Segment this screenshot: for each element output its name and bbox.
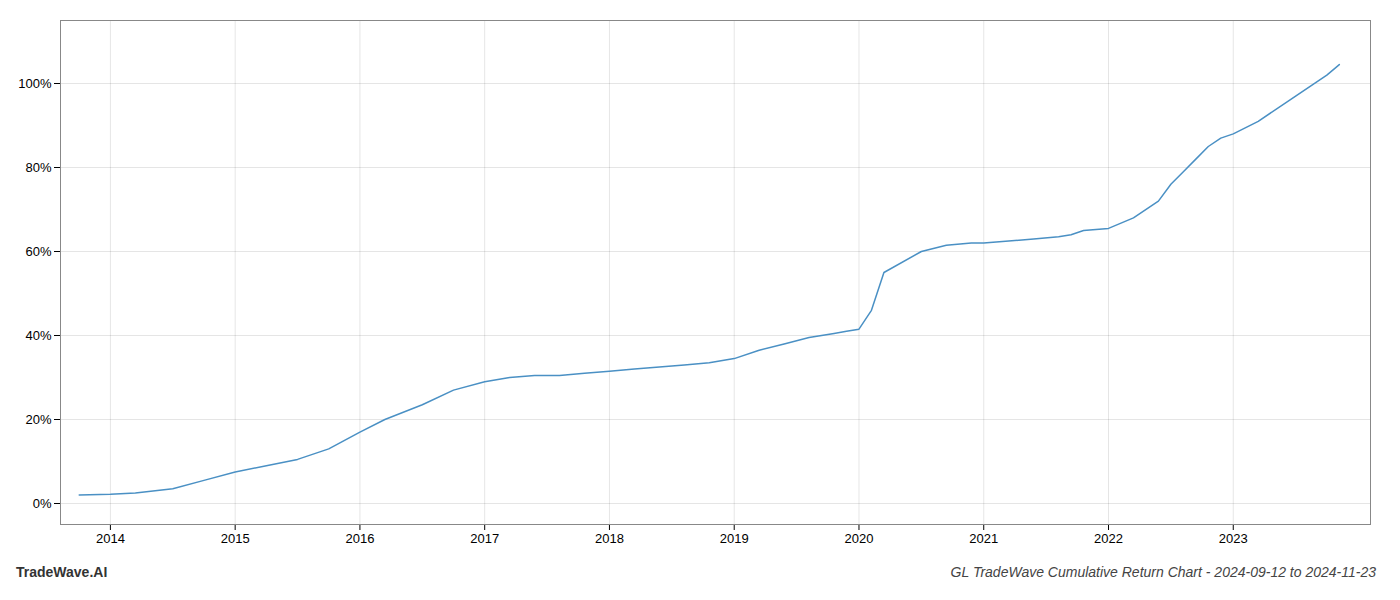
svg-text:2014: 2014	[96, 531, 125, 546]
svg-text:2017: 2017	[470, 531, 499, 546]
svg-text:2018: 2018	[595, 531, 624, 546]
svg-text:0%: 0%	[33, 496, 52, 511]
svg-text:2016: 2016	[345, 531, 374, 546]
svg-text:100%: 100%	[18, 76, 52, 91]
html-text:GL TradeWave Cumulative Return: GL TradeWave Cumulative Return Chart - 2…	[950, 564, 1376, 580]
svg-text:2023: 2023	[1219, 531, 1248, 546]
svg-text:2022: 2022	[1094, 531, 1123, 546]
svg-text:20%: 20%	[25, 412, 51, 427]
svg-text:2021: 2021	[969, 531, 998, 546]
svg-text:2019: 2019	[720, 531, 749, 546]
svg-text:2020: 2020	[845, 531, 874, 546]
svg-text:60%: 60%	[25, 244, 51, 259]
html-text:TradeWave.AI: TradeWave.AI	[16, 564, 108, 580]
svg-text:40%: 40%	[25, 328, 51, 343]
svg-text:80%: 80%	[25, 160, 51, 175]
svg-text:2015: 2015	[221, 531, 250, 546]
